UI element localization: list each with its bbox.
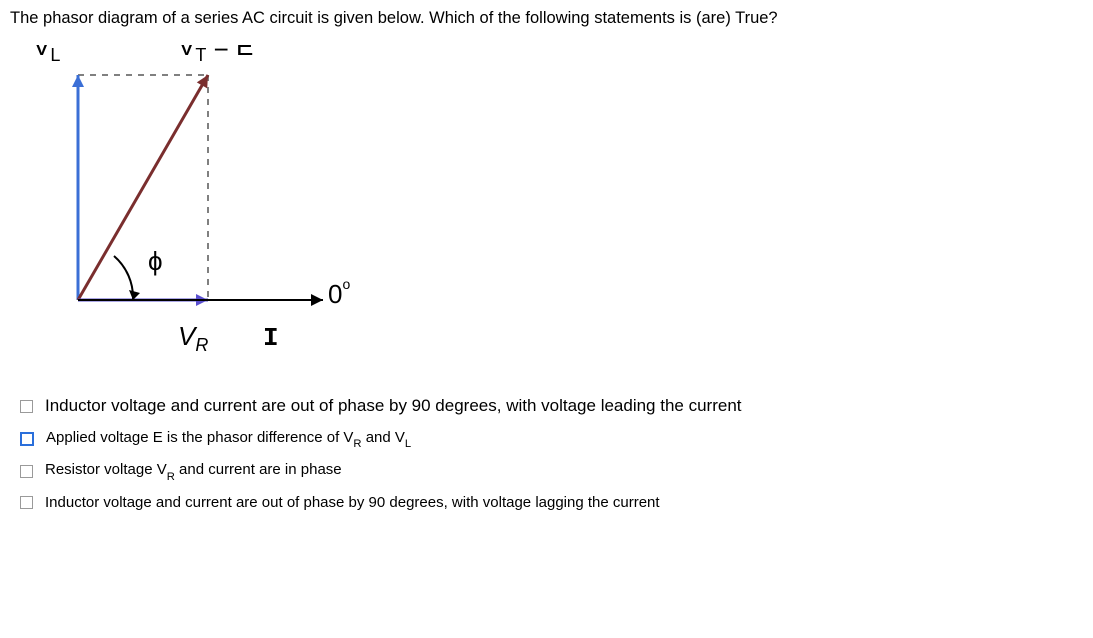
option-label: Inductor voltage and current are out of …: [45, 395, 742, 417]
phasor-diagram: VL VT = E VR I 0o ϕ: [28, 45, 1083, 365]
option-row: Applied voltage E is the phasor differen…: [20, 428, 1083, 451]
svg-text:ϕ: ϕ: [148, 246, 163, 276]
option-checkbox[interactable]: [20, 496, 33, 509]
option-row: Inductor voltage and current are out of …: [20, 395, 1083, 417]
svg-text:I: I: [263, 323, 279, 353]
svg-text:0o: 0o: [328, 276, 350, 309]
question-text: The phasor diagram of a series AC circui…: [10, 8, 1083, 29]
option-checkbox[interactable]: [20, 432, 34, 446]
option-label: Resistor voltage VR and current are in p…: [45, 460, 342, 483]
svg-text:VT = E: VT = E: [178, 45, 253, 65]
options-list: Inductor voltage and current are out of …: [20, 395, 1083, 512]
svg-text:VL: VL: [33, 45, 60, 65]
option-label: Inductor voltage and current are out of …: [45, 493, 660, 513]
option-row: Inductor voltage and current are out of …: [20, 493, 1083, 513]
svg-text:VR: VR: [178, 321, 208, 355]
option-row: Resistor voltage VR and current are in p…: [20, 460, 1083, 483]
option-checkbox[interactable]: [20, 465, 33, 478]
option-checkbox[interactable]: [20, 400, 33, 413]
option-label: Applied voltage E is the phasor differen…: [46, 428, 411, 451]
